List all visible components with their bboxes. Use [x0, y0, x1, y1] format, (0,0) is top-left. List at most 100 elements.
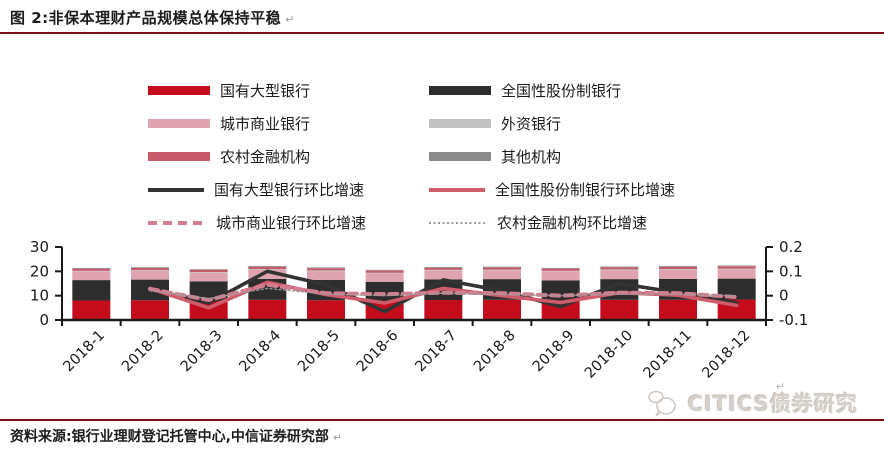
bar-segment	[717, 268, 756, 270]
bar-segment	[483, 270, 521, 280]
watermark: ↵ CITICS债券研究	[646, 380, 858, 418]
bar-segment	[600, 267, 639, 270]
legend-item: 农村金融机构环比增速	[429, 212, 675, 233]
bar-segment	[248, 266, 287, 270]
bar-segment	[72, 280, 111, 301]
bar-segment	[424, 269, 463, 271]
bar-segment	[365, 269, 404, 271]
paragraph-mark-icon: ↵	[332, 431, 343, 444]
bar-segment	[72, 271, 111, 281]
bar-segment	[131, 300, 169, 320]
bar-segment	[131, 270, 169, 280]
x-axis-category-label: 2018-2	[119, 328, 167, 376]
bar-segment	[248, 269, 287, 279]
legend-label: 农村金融机构	[220, 148, 311, 166]
legend-label: 城市商业银行	[220, 115, 311, 133]
legend-item: 其他机构	[429, 146, 675, 167]
bar-segment	[600, 266, 639, 268]
paragraph-mark-icon: ↵	[285, 13, 295, 26]
bar-segment	[600, 269, 639, 271]
bar-segment	[365, 270, 404, 273]
legend-line-swatch-icon	[148, 187, 204, 192]
right-axis-tick-label: 0	[779, 287, 789, 305]
legend-bar-swatch-icon	[429, 152, 491, 161]
x-axis-category-label: 2018-6	[354, 328, 402, 376]
x-axis-category-label: 2018-1	[61, 328, 109, 376]
bar-segment	[541, 267, 580, 269]
legend-label: 其他机构	[501, 148, 562, 166]
legend-item: 城市商业银行环比增速	[148, 212, 429, 233]
bar-segment	[307, 270, 345, 272]
x-axis-category-label: 2018-7	[413, 328, 461, 376]
legend-bar-swatch-icon	[148, 119, 210, 128]
bar-segment	[365, 273, 404, 282]
source-note: 资料来源:银行业理财登记托管中心,中信证券研究部 ↵	[10, 426, 342, 446]
x-axis-category-label: 2018-12	[699, 328, 753, 382]
bar-segment	[659, 269, 697, 270]
bar-segment	[659, 265, 697, 267]
bar-segment	[483, 269, 521, 271]
bar-segment	[131, 270, 169, 271]
bar-segment	[483, 299, 521, 320]
watermark-text: CITICS债券研究	[687, 392, 858, 416]
bar-segment	[365, 272, 404, 274]
right-axis-tick-label: 0.1	[779, 262, 803, 280]
legend-bar-swatch-icon	[429, 86, 491, 95]
bar-segment	[717, 278, 756, 300]
source-divider-rule	[0, 419, 884, 421]
bar-segment	[424, 270, 463, 280]
bar-segment	[659, 299, 697, 320]
source-note-text: 资料来源:银行业理财登记托管中心,中信证券研究部	[10, 429, 329, 445]
left-axis-tick-label: 30	[30, 240, 49, 256]
bar-segment	[307, 268, 345, 271]
legend-item: 全国性股份制银行环比增速	[429, 179, 675, 200]
legend-bar-swatch-icon	[429, 119, 491, 128]
legend-item: 国有大型银行环比增速	[148, 179, 429, 200]
bar-segment	[600, 299, 639, 320]
bar-segment	[541, 271, 580, 281]
left-axis-tick-label: 20	[30, 262, 49, 280]
legend-item: 外资银行	[429, 113, 675, 134]
legend-label: 外资银行	[501, 115, 562, 133]
legend-item: 农村金融机构	[148, 146, 429, 167]
x-axis-category-label: 2018-4	[237, 328, 285, 376]
bar-segment	[307, 300, 345, 320]
growth-line	[149, 287, 738, 300]
bar-segment	[424, 300, 463, 320]
bar-segment	[131, 267, 169, 268]
legend-label: 全国性股份制银行环比增速	[495, 181, 676, 199]
left-axis-tick-label: 10	[30, 287, 49, 305]
figure-title: 图 2:非保本理财产品规模总体保持平稳 ↵	[10, 7, 295, 28]
bar-segment	[659, 269, 697, 279]
legend-bar-swatch-icon	[148, 86, 210, 95]
figure-title-text: 图 2:非保本理财产品规模总体保持平稳	[10, 9, 282, 27]
x-axis-category-label: 2018-3	[178, 328, 226, 376]
bar-segment	[189, 272, 228, 282]
growth-line	[148, 282, 739, 302]
x-axis-category-label: 2018-11	[641, 328, 695, 382]
bar-segment	[717, 266, 756, 269]
bar-segment	[600, 270, 639, 280]
bar-segment	[72, 267, 111, 269]
legend-item: 城市商业银行	[148, 113, 429, 134]
bar-segment	[131, 267, 169, 271]
legend-line-swatch-icon	[429, 187, 485, 192]
x-axis-category-label: 2018-5	[295, 328, 343, 376]
left-axis-tick-label: 0	[39, 311, 49, 329]
bar-segment	[483, 267, 521, 270]
bar-segment	[365, 281, 404, 302]
citics-logo-icon	[647, 390, 676, 417]
legend-label: 全国性股份制银行	[501, 82, 622, 100]
growth-line	[148, 269, 739, 314]
bar-segment	[248, 299, 287, 320]
legend-dashed-swatch-icon	[148, 220, 206, 225]
title-underline-rule	[0, 32, 884, 34]
paragraph-mark-icon: ↵	[775, 380, 786, 393]
bar-segment	[307, 267, 345, 269]
bar-segment	[424, 266, 463, 268]
bar-segment	[189, 269, 228, 270]
bar-segment	[717, 265, 756, 267]
bar-segment	[189, 272, 228, 273]
